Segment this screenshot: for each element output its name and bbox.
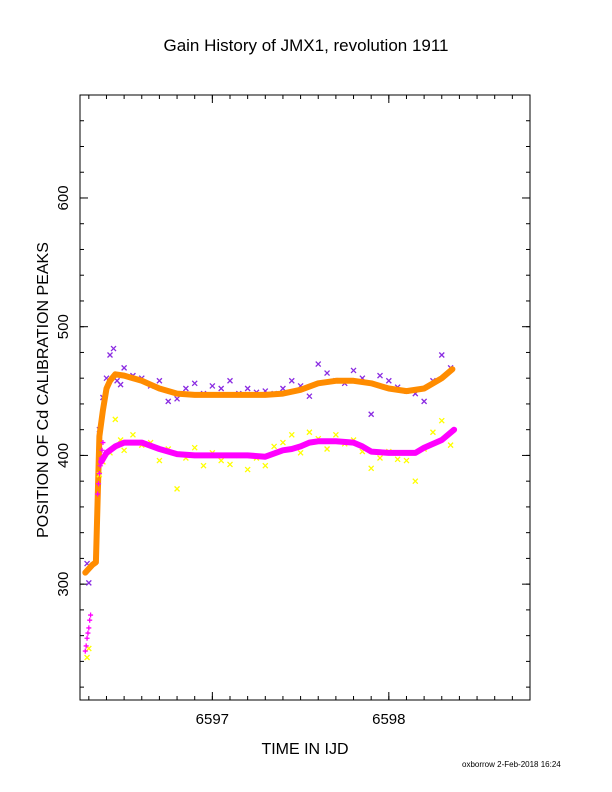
data-point — [350, 367, 357, 374]
data-point — [377, 455, 383, 461]
data-point — [129, 431, 136, 438]
chart-title: Gain History of JMX1, revolution 1911 — [163, 36, 449, 55]
data-point — [174, 485, 181, 492]
series-1 — [82, 366, 456, 576]
data-point — [447, 442, 454, 449]
data-point — [82, 648, 88, 654]
data-point — [438, 352, 445, 358]
data-point — [315, 361, 322, 367]
data-point — [182, 385, 189, 392]
data-point — [209, 382, 216, 389]
plot-frame — [79, 94, 531, 701]
data-marks — [82, 345, 458, 661]
axis-ticks: 6597 6598 300 400 500 600 — [55, 95, 530, 728]
data-point — [84, 654, 91, 661]
data-point — [156, 457, 163, 464]
data-point — [385, 377, 392, 384]
data-point — [403, 457, 410, 464]
data-point — [421, 398, 428, 405]
data-point — [87, 617, 93, 623]
data-point — [306, 429, 313, 436]
data-point — [95, 491, 101, 497]
data-point — [200, 462, 207, 469]
data-point — [174, 395, 181, 402]
data-point — [121, 364, 128, 371]
data-point — [332, 431, 339, 438]
data-point — [218, 457, 225, 464]
data-point — [96, 470, 102, 476]
data-point — [218, 385, 225, 392]
y-tick-label: 400 — [55, 443, 72, 468]
data-point — [394, 456, 401, 463]
data-point — [84, 635, 90, 641]
data-point — [107, 352, 113, 358]
data-point — [429, 429, 436, 436]
data-point — [306, 393, 313, 400]
data-point — [110, 345, 117, 352]
x-tick-label: 6597 — [196, 711, 229, 728]
x-axis-label: TIME IN IJD — [261, 741, 348, 758]
data-point — [262, 462, 269, 469]
data-point — [112, 416, 119, 423]
data-point — [412, 478, 419, 485]
data-point — [368, 465, 375, 472]
data-point — [244, 385, 251, 392]
data-point — [377, 372, 383, 379]
data-point — [85, 630, 91, 636]
data-point — [85, 645, 92, 652]
data-point — [191, 444, 198, 451]
y-tick-label: 300 — [55, 572, 72, 597]
data-point — [99, 447, 105, 453]
data-point — [297, 449, 304, 456]
data-point — [121, 447, 128, 454]
series-4-line — [98, 426, 458, 465]
y-tick-label: 600 — [55, 185, 72, 210]
data-point — [288, 377, 295, 384]
x-tick-label: 6598 — [372, 711, 405, 728]
data-point — [324, 446, 331, 452]
data-point — [191, 380, 198, 387]
data-point — [86, 625, 92, 631]
data-point — [271, 443, 278, 450]
data-point — [227, 461, 233, 468]
data-point — [279, 439, 286, 446]
data-point — [288, 431, 295, 438]
data-point — [88, 612, 94, 618]
data-point — [156, 377, 163, 384]
data-point — [279, 385, 286, 392]
series-1-line — [82, 366, 456, 576]
data-point — [324, 370, 331, 377]
data-point — [85, 579, 92, 586]
series-4 — [98, 426, 458, 465]
data-point — [368, 411, 375, 418]
data-point — [96, 481, 102, 487]
data-point — [83, 643, 89, 649]
data-point — [165, 398, 172, 405]
y-axis-label: POSITION OF Cd CALIBRATION PEAKS — [35, 242, 52, 538]
data-point — [438, 417, 445, 424]
data-point — [117, 381, 124, 388]
data-point — [227, 377, 233, 384]
y-tick-label: 500 — [55, 314, 72, 339]
data-point — [100, 440, 106, 446]
data-point — [244, 466, 251, 473]
footer-stamp: oxborrow 2-Feb-2018 16:24 — [462, 760, 561, 769]
